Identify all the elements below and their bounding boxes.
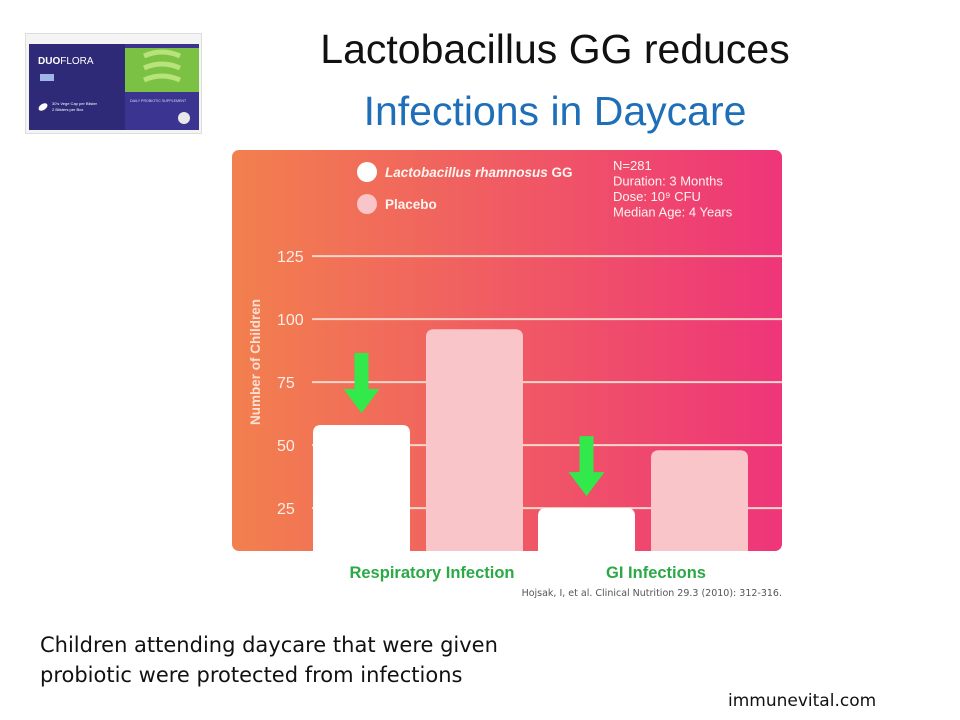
product-small-text-2: 2 Blisters per Box	[52, 107, 83, 112]
bar-lgg-0	[313, 425, 410, 557]
bar-chart: 25 50 75 100 125 Lactobacillus rhamnosus GG P…	[232, 150, 782, 582]
y-axis-label: Number of Children	[248, 299, 263, 425]
product-small-text-3: DAILY PROBIOTIC SUPPLEMENT	[130, 99, 187, 103]
category-label-0: Respiratory Infection	[349, 564, 514, 582]
slide-caption: Children attending daycare that were giv…	[40, 630, 600, 690]
y-tick-label: 100	[277, 312, 304, 329]
slide-title-line1: Lactobacillus GG reduces	[320, 26, 790, 72]
slide-title-line2: Infections in Daycare	[363, 88, 747, 134]
bar-lgg-1	[538, 508, 635, 557]
product-box-front	[29, 44, 125, 130]
product-brand-text: DUOFLORA	[38, 56, 94, 67]
legend-swatch	[357, 194, 377, 214]
down-arrow-icon	[343, 353, 380, 413]
info-line-2: Dose: 10⁹ CFU	[613, 189, 701, 204]
legend-label: Placebo	[385, 197, 437, 212]
legend-label: Lactobacillus rhamnosus GG	[385, 165, 573, 180]
legend-swatch	[357, 162, 377, 182]
product-small-text-1: 30's Vege Cap per Blister	[52, 101, 98, 106]
caption-line-2: probiotic were protected from infections	[40, 663, 463, 687]
chart-bottom-mask	[232, 551, 782, 559]
bar-placebo-0	[426, 329, 523, 557]
caption-line-1: Children attending daycare that were giv…	[40, 633, 498, 657]
category-label-1: GI Infections	[606, 564, 706, 582]
website-url: immunevital.com	[728, 691, 877, 711]
product-wave-graphic	[142, 49, 182, 83]
info-line-1: Duration: 3 Months	[613, 174, 723, 189]
down-arrow-icon	[568, 436, 605, 497]
info-line-3: Median Age: 4 Years	[613, 205, 733, 220]
citation: Hojsak, I, et al. Clinical Nutrition 29.…	[521, 588, 782, 599]
y-tick-label: 125	[277, 249, 304, 266]
y-tick-label: 50	[277, 438, 295, 455]
capsule-icon	[38, 103, 48, 111]
product-seal-graphic	[178, 112, 190, 124]
legend-entry-0: Lactobacillus rhamnosus GG	[357, 162, 573, 182]
y-tick-label: 75	[277, 375, 295, 392]
product-box-image: DUOFLORA 30's Vege Cap per Blister 2 Bli…	[25, 33, 202, 134]
legend-entry-1: Placebo	[357, 194, 437, 214]
info-line-0: N=281	[613, 158, 652, 173]
product-green-panel	[125, 48, 199, 92]
y-tick-label: 25	[277, 501, 295, 518]
product-flag-graphic	[40, 74, 54, 81]
bar-placebo-1	[651, 450, 748, 557]
